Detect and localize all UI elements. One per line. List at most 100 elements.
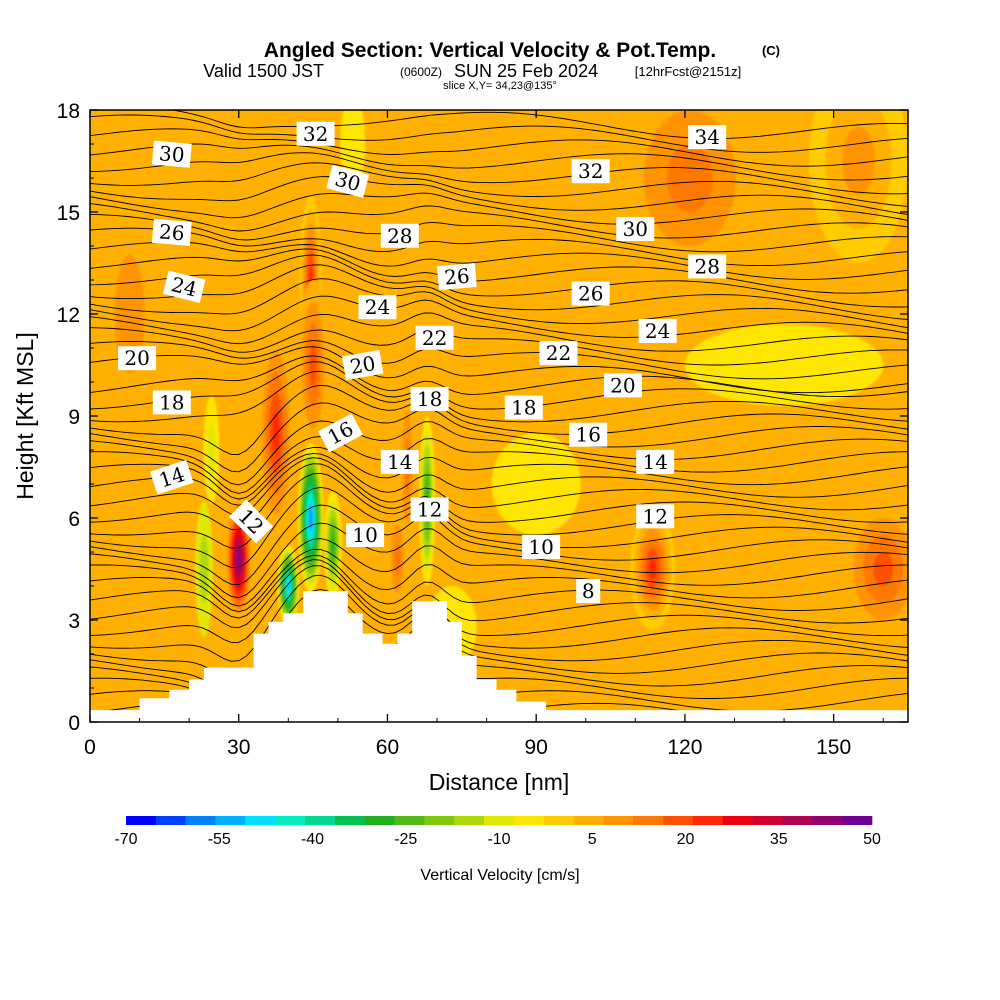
isentrope-line bbox=[90, 472, 908, 549]
isentrope-line bbox=[90, 312, 908, 352]
contour-label-text: 32 bbox=[303, 122, 328, 146]
contour-label-text: 20 bbox=[348, 351, 377, 379]
isentrope-line bbox=[90, 213, 908, 253]
isentrope-line bbox=[90, 152, 908, 195]
contour-label: 22 bbox=[415, 325, 454, 350]
contour-label: 14 bbox=[636, 449, 675, 474]
isentrope-line bbox=[90, 264, 908, 320]
contour-label-box bbox=[317, 413, 363, 453]
isentrope-line bbox=[90, 227, 908, 267]
colorbar-tick-label: -25 bbox=[394, 831, 417, 848]
x-tick-label: 0 bbox=[84, 736, 96, 759]
title-main: Angled Section: Vertical Velocity & Pot.… bbox=[264, 39, 716, 62]
contour-label-box bbox=[150, 459, 194, 495]
contour-label-text: 12 bbox=[417, 498, 442, 522]
isentrope-line bbox=[90, 370, 908, 423]
velocity-cell bbox=[394, 541, 401, 576]
contour-label-box bbox=[151, 218, 192, 247]
chart-title: Angled Section: Vertical Velocity & Pot.… bbox=[264, 39, 780, 62]
contour-label: 30 bbox=[326, 164, 370, 198]
isentrope-line bbox=[90, 114, 908, 153]
contour-label-text: 12 bbox=[642, 504, 667, 528]
contour-label-text: 24 bbox=[645, 319, 670, 343]
contour-label-box bbox=[346, 523, 385, 547]
contour-label-text: 32 bbox=[578, 159, 603, 183]
velocity-cell bbox=[841, 127, 875, 195]
colorbar-swatch bbox=[633, 816, 664, 825]
y-axis: 0 3 6 9 12 15 18 bbox=[57, 100, 908, 735]
contour-label: 10 bbox=[346, 523, 385, 547]
contour-label-box bbox=[151, 140, 192, 168]
contour-label: 28 bbox=[380, 223, 419, 248]
isentrope-line bbox=[90, 402, 908, 473]
contour-label-text: 22 bbox=[546, 341, 571, 365]
velocity-cell bbox=[666, 144, 714, 212]
contour-label: 18 bbox=[504, 395, 543, 420]
colorbar-swatch bbox=[394, 816, 425, 825]
subtitle-zone: (0600Z) bbox=[400, 65, 442, 79]
contour-labels: 3026242018141232302824201610262218141218… bbox=[118, 121, 727, 604]
y-tick-label: 18 bbox=[57, 100, 80, 123]
isentrope-line bbox=[90, 346, 908, 394]
isentrope-line bbox=[90, 565, 908, 643]
contour-label-box bbox=[415, 325, 454, 350]
contour-label: 14 bbox=[150, 459, 194, 495]
contour-label-text: 30 bbox=[158, 141, 185, 167]
y-tick-label: 15 bbox=[57, 202, 80, 225]
contour-label-text: 14 bbox=[387, 450, 412, 474]
contour-label-box bbox=[436, 262, 477, 291]
contour-label: 32 bbox=[571, 159, 610, 184]
isentrope-line bbox=[90, 486, 908, 568]
velocity-field-background bbox=[90, 110, 908, 722]
contour-label: 26 bbox=[436, 262, 477, 291]
contour-label-box bbox=[118, 346, 157, 371]
colorbar-tick-label: -55 bbox=[208, 831, 231, 848]
colorbar-tick-label: -40 bbox=[301, 831, 324, 848]
velocity-cell bbox=[237, 552, 241, 565]
colorbar-tick-label: 20 bbox=[677, 831, 695, 848]
colorbar-tick-label: 35 bbox=[770, 831, 788, 848]
contour-label-text: 18 bbox=[511, 396, 536, 420]
colorbar-swatch bbox=[573, 816, 604, 825]
isentrope-line bbox=[90, 128, 908, 167]
contour-label-text: 30 bbox=[623, 217, 648, 241]
plot-area: 3026242018141232302824201610262218141218… bbox=[90, 110, 908, 722]
contour-label-text: 28 bbox=[387, 224, 412, 248]
velocity-cell bbox=[207, 422, 216, 478]
contour-label-text: 14 bbox=[642, 450, 667, 474]
contour-label-text: 8 bbox=[582, 579, 595, 603]
velocity-cell bbox=[309, 343, 317, 387]
contour-label-box bbox=[326, 164, 370, 198]
colorbar-swatch bbox=[334, 816, 366, 825]
contour-label: 30 bbox=[151, 140, 192, 168]
contour-label-box bbox=[636, 504, 675, 529]
colorbar-swatch bbox=[155, 816, 186, 825]
contour-label: 24 bbox=[638, 319, 677, 343]
contour-label: 28 bbox=[688, 254, 727, 279]
velocity-cell bbox=[331, 536, 335, 555]
isentrope-line bbox=[90, 538, 908, 607]
contour-label: 32 bbox=[296, 121, 335, 146]
colorbar-swatch bbox=[126, 816, 157, 825]
contour-label-text: 18 bbox=[417, 387, 442, 411]
contour-label-box bbox=[576, 579, 601, 604]
contour-label: 30 bbox=[616, 217, 655, 241]
contour-label-box bbox=[571, 281, 610, 306]
velocity-cell bbox=[309, 511, 312, 525]
contour-label: 12 bbox=[410, 497, 449, 522]
colorbar-ticks: -70 -55 -40 -25 -10 5 20 35 50 bbox=[114, 831, 881, 848]
contour-label-text: 26 bbox=[158, 219, 185, 245]
contour-label: 20 bbox=[603, 373, 642, 398]
colorbar-swatch bbox=[663, 816, 694, 825]
colorbar-swatch bbox=[513, 816, 545, 825]
colorbar-tick-label: 5 bbox=[588, 831, 597, 848]
velocity-cell bbox=[648, 558, 657, 580]
contour-label-box bbox=[504, 395, 543, 420]
y-tick-label: 6 bbox=[68, 508, 80, 531]
contour-label-text: 28 bbox=[694, 254, 719, 278]
contour-label: 18 bbox=[152, 390, 191, 415]
isentrope-line bbox=[90, 162, 908, 207]
isentrope-line bbox=[90, 203, 908, 239]
contour-label-box bbox=[616, 217, 655, 241]
velocity-cell bbox=[491, 433, 581, 535]
